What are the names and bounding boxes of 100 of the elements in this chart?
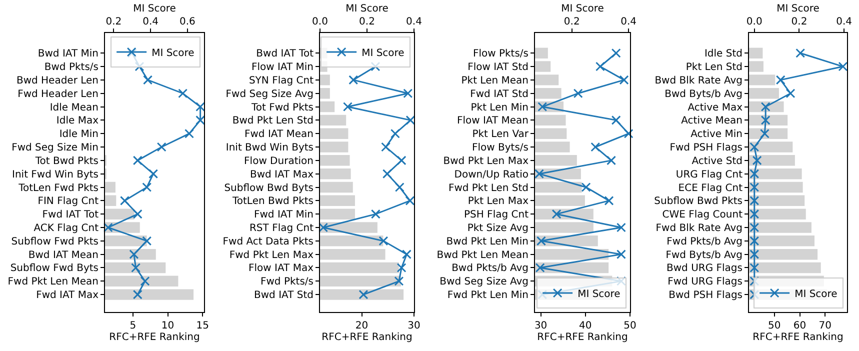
y-tick-label: SYN Flag Cnt [248,75,314,86]
x-tick-label: 10 [161,320,174,332]
y-tick-label: Fwd Pkt Len Std [448,182,528,194]
y-tick-label: Pkt Len Std [686,62,742,74]
y-tick-label: ECE Flag Cnt [678,182,743,194]
x2-axis-title: MI Score [561,4,604,14]
x-tick-label: 30 [534,320,548,332]
x-axis-title: RFC+RFE Ranking [322,332,412,343]
x2-tick-label: 0.4 [836,16,852,28]
y-tick-label: Bwd IAT Mean [28,250,98,261]
legend-label: MI Score [794,288,838,300]
x2-axis-title: MI Score [346,4,388,14]
x-axis-title: RFC+RFE Ranking [109,332,200,343]
y-tick-label: Tot Bwd Pkts [34,156,98,167]
x2-tick-label: 0.2 [359,16,375,28]
x2-tick-label: 0.0 [746,16,762,28]
x-tick-label: 40 [579,320,592,332]
x-axis-title: RFC+RFE Ranking [537,332,628,343]
y-tick-label: Bwd Pkt Len Mean [436,250,528,261]
y-tick-label: ACK Flag Cnt [34,223,99,234]
x2-axis-title: MI Score [776,4,820,14]
x-tick-label: 60 [793,320,806,332]
y-tick-label: Active Min [690,129,742,140]
y-tick-label: Bwd URG Flags [666,263,742,274]
y-tick-label: Bwd Seg Size Avg [440,276,528,288]
y-tick-label: Bwd IAT Max [250,169,314,180]
x-tick-label: 70 [818,320,832,332]
y-tick-label: Fwd IAT Tot [42,210,99,221]
x2-tick-label: 0.2 [791,16,808,28]
y-tick-label: Fwd PSH Flags [670,142,742,154]
y-tick-label: Flow Byts/s [472,142,528,154]
y-tick-label: Active Max [688,102,743,114]
y-tick-label: TotLen Fwd Pkts [18,182,98,194]
y-tick-label: Flow Duration [244,156,314,167]
y-tick-label: Fwd Act Data Pkts [222,236,314,248]
y-tick-label: Subflow Bwd Pkts [654,196,742,208]
y-tick-label: Init Bwd Win Byts [226,142,314,154]
legend-label: MI Score [152,48,194,59]
y-tick-label: FIN Flag Cnt [38,196,99,208]
x2-tick-label: 0.4 [620,16,637,28]
y-tick-label: Pkt Len Min [470,102,528,114]
y-tick-label: Subflow Fwd Pkts [11,236,98,248]
y-tick-label: TotLen Bwd Pkts [231,196,314,208]
y-tick-label: Pkt Size Avg [467,223,528,234]
y-tick-label: Subflow Fwd Byts [10,263,98,274]
x-axis-title: RFC+RFE Ranking [752,332,844,343]
x-tick-label: 5 [130,320,136,332]
x2-tick-label: 0.2 [564,16,580,28]
y-tick-label: Bwd Blk Rate Avg [654,75,742,86]
x2-tick-label: 0.0 [312,16,328,28]
y-tick-label: Bwd Pkt Len Std [232,116,314,127]
y-tick-label: Flow Pkts/s [472,48,528,60]
y-tick-label: Flow IAT Std [468,62,528,74]
y-tick-label: Fwd Pkts/s [260,276,314,288]
y-tick-label: Fwd IAT Std [470,88,528,100]
legend-label: MI Score [362,48,404,59]
y-tick-label: Bwd IAT Min [38,48,98,60]
y-tick-label: Bwd IAT Tot [256,48,314,60]
x-tick-label: 50 [624,320,636,332]
y-tick-label: Fwd Pkts/b Avg [666,236,742,248]
y-tick-label: Flow IAT Min [251,62,314,74]
y-tick-label: Fwd IAT Max [36,290,99,302]
y-tick-label: Bwd Header Len [16,75,98,86]
legend-label: MI Score [578,288,620,300]
x2-tick-label: 0.4 [142,16,158,28]
y-tick-label: Idle Mean [50,102,98,114]
y-tick-label: Flow IAT Max [248,263,314,274]
y-tick-label: CWE Flag Count [662,210,743,221]
x-tick-label: 15 [196,320,209,332]
y-tick-label: Bwd Pkts/b Avg [452,263,528,274]
y-tick-label: Fwd Pkt Len Mean [8,276,98,288]
y-tick-label: Bwd PSH Flags [668,290,742,302]
y-tick-label: Tot Fwd Pkts [250,102,314,114]
y-tick-label: Fwd IAT Mean [244,129,314,140]
y-tick-label: Pkt Len Var [472,129,530,140]
y-tick-label: Fwd Byts/b Avg [666,250,742,261]
y-tick-label: Down/Up Ratio [454,169,528,180]
y-tick-label: Fwd Blk Rate Avg [656,223,742,234]
x2-axis-title: MI Score [133,4,176,14]
y-tick-label: URG Flag Cnt [676,169,743,180]
y-tick-label: Idle Min [59,129,98,140]
y-tick-label: Bwd Pkt Len Min [446,236,528,248]
y-tick-label: Fwd Pkt Len Min [447,290,528,302]
y-tick-label: Fwd Seg Size Avg [226,88,314,100]
y-tick-label: Fwd Pkt Len Max [229,250,314,261]
y-tick-label: Fwd Seg Size Min [12,142,98,154]
x-tick-label: 20 [355,320,368,332]
y-tick-label: Pkt Len Max [468,196,529,208]
y-tick-label: Active Mean [681,116,742,127]
y-tick-label: RST Flag Cnt [249,223,314,234]
x2-tick-label: 0.4 [406,16,422,28]
x2-tick-label: 0.6 [179,16,196,28]
x-tick-label: 30 [408,320,420,332]
y-tick-label: Init Fwd Win Byts [12,169,98,180]
x2-tick-label: 0.2 [106,16,122,28]
y-tick-label: Bwd Pkt Len Max [443,156,529,167]
y-tick-label: Fwd URG Flags [668,276,742,288]
y-tick-label: Active Std [692,156,742,167]
y-tick-label: Idle Std [704,48,742,60]
y-tick-label: Bwd IAT Std [254,290,314,302]
